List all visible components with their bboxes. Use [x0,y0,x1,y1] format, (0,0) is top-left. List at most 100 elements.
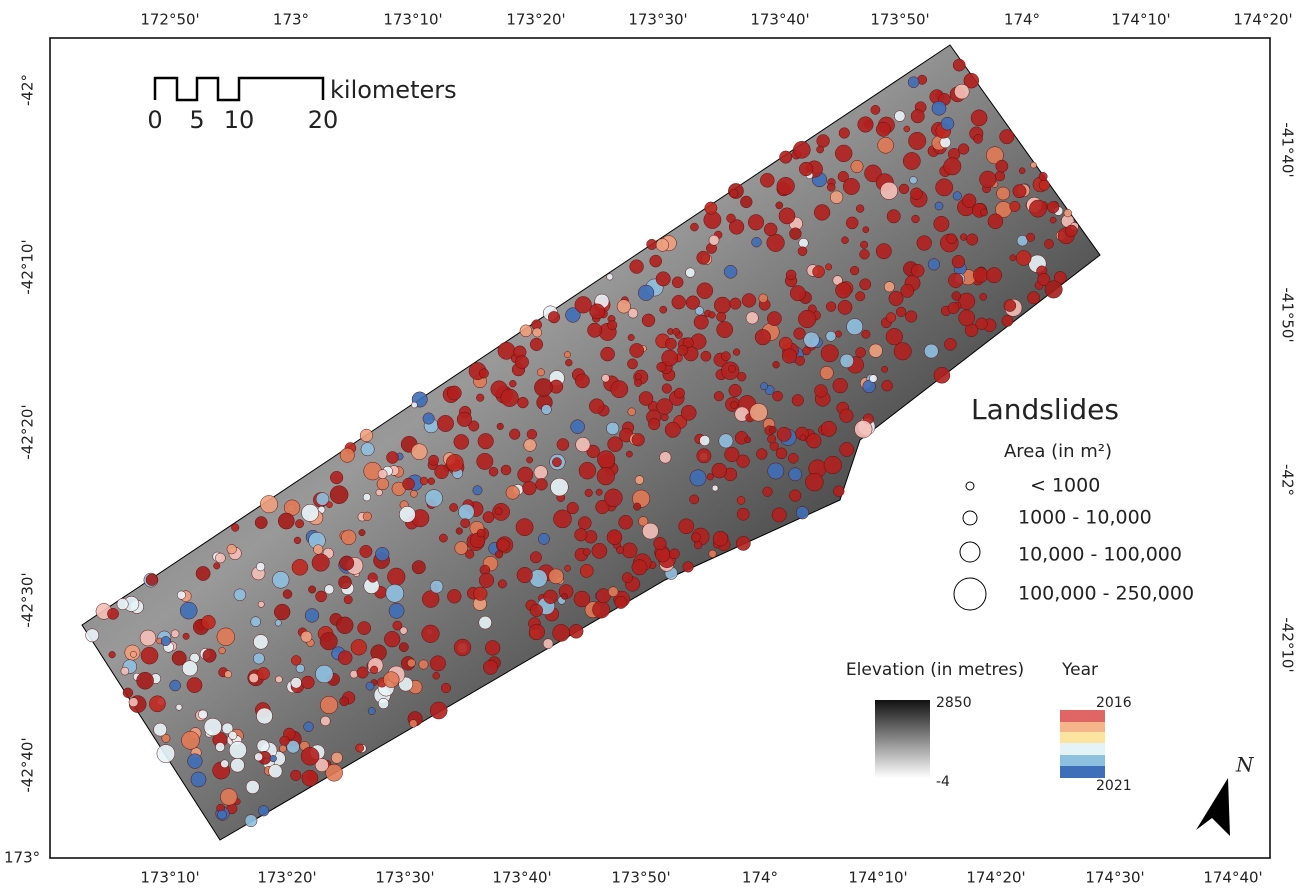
landslide [479,616,492,629]
right-axis-label: -41°40' [1279,122,1297,177]
landslide [585,489,593,497]
landslide [384,631,400,647]
landslide [458,504,474,520]
landslide [934,367,950,383]
landslide [383,672,399,688]
landslide [717,322,733,338]
landslide [608,321,617,330]
landslide [626,451,632,457]
landslide [221,760,229,768]
landslide [229,741,246,758]
landslide [292,559,308,575]
landslide [315,665,333,683]
landslide [799,162,813,176]
landslide [776,448,787,459]
landslide [825,264,831,270]
landslide [694,315,708,329]
landslide [648,418,660,430]
landslide [619,515,633,529]
landslide [1064,209,1072,217]
landslide [536,478,548,490]
landslide [821,421,836,436]
landslide [117,598,128,609]
landslide [876,244,891,259]
landslide [767,312,781,326]
landslide [846,217,858,229]
bottom-axis-label: 173°20' [257,869,316,887]
landslide [225,671,232,678]
landslide [552,458,561,467]
landslide [869,375,877,383]
landslide [527,457,533,463]
landslide [86,629,99,642]
landslide [995,171,1005,181]
landslide [121,667,129,675]
landslide [690,495,699,504]
landslide [220,789,237,806]
landslide [608,587,618,597]
landslide [275,676,282,683]
landslide [748,215,764,231]
right-axis-label: -41°50' [1279,287,1297,342]
landslide [882,380,893,391]
landslide [756,449,767,460]
landslide [275,620,281,626]
landslide [274,604,290,620]
landslide [419,660,428,669]
landslide [454,639,471,656]
landslide [628,334,634,340]
landslide [1039,180,1049,190]
landslide [518,397,529,408]
right-axis-label: -42°10' [1279,617,1297,672]
landslide [674,388,684,398]
landslide [182,731,200,749]
landslide [330,471,343,484]
landslide [959,310,975,326]
landslide [154,723,167,736]
landslide [615,596,627,608]
landslide [632,434,645,447]
landslide [786,270,796,280]
landslide [304,722,314,732]
landslide [911,110,924,123]
landslide [855,420,873,438]
landslide [860,249,870,259]
landslide [1031,162,1037,168]
landslide [665,338,676,349]
landslide [928,259,940,271]
landslide [294,537,301,544]
size-symbol [963,511,977,525]
landslide [295,520,303,528]
landslide [565,359,572,366]
landslide [712,463,727,478]
landslide [856,205,864,213]
landslide [1028,292,1040,304]
size-label: 100,000 - 250,000 [1018,583,1194,605]
landslide [479,369,488,378]
bottom-axis-label: 174°10' [848,869,907,887]
landslide [760,173,774,187]
landslide [953,192,962,201]
landslide [447,589,461,603]
landslide [642,314,655,327]
landslide [461,519,470,528]
landslide [583,549,590,556]
landslide [350,670,358,678]
landslide [731,402,738,409]
landslide [561,593,567,599]
landslide [140,630,156,646]
landslide [910,188,922,200]
landslide [109,651,116,658]
landslide [727,214,736,223]
landslide [910,176,918,184]
landslide [422,625,440,643]
landslide [884,282,894,292]
size-label: 10,000 - 100,000 [1018,544,1182,566]
landslide [361,443,374,456]
top-axis-label: 173°20' [506,11,565,29]
landslide [376,489,383,496]
landslide [717,312,726,321]
landslide [860,279,871,290]
landslide [182,661,197,676]
landslide [590,304,605,319]
